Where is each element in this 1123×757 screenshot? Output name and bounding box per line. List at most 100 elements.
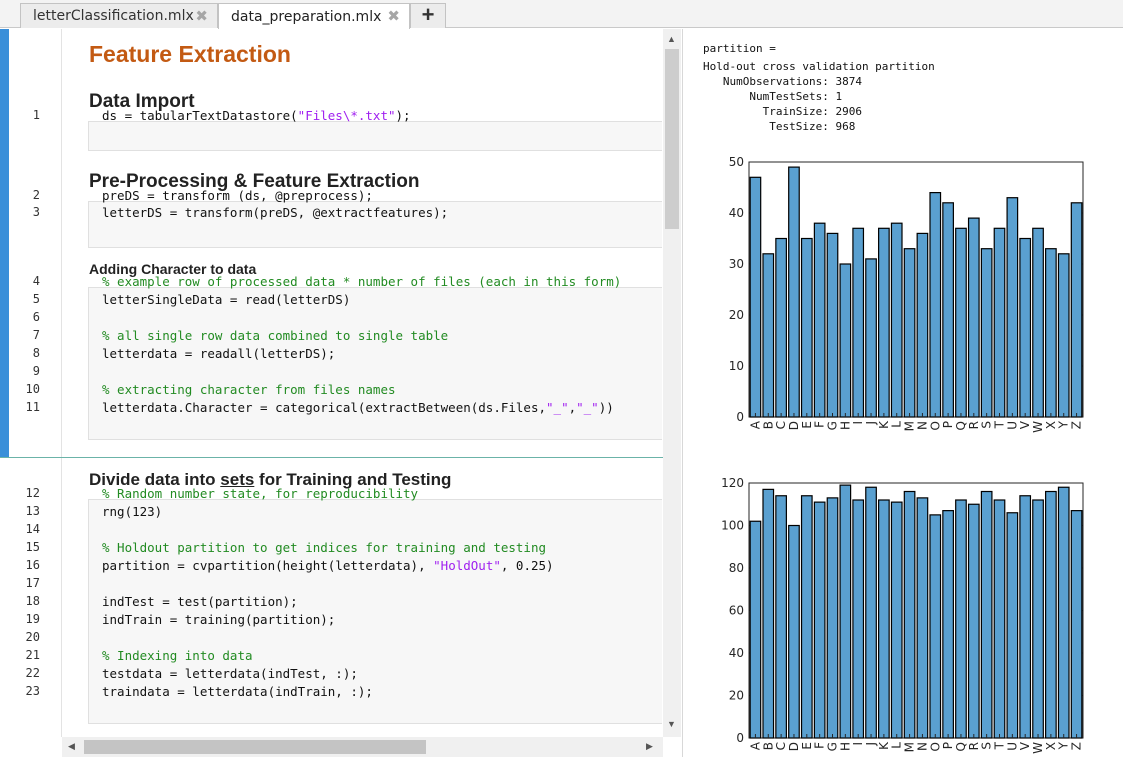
bar: [955, 499, 967, 739]
tab-data-preparation[interactable]: data_preparation.mlx ✖: [218, 3, 410, 29]
line-number: 20: [25, 630, 40, 644]
line-number: 4: [32, 274, 40, 288]
x-tick-label: P: [941, 421, 955, 428]
code-line[interactable]: indTrain = training(partition);: [102, 612, 335, 627]
code-line[interactable]: letterdata.Character = categorical(extra…: [102, 400, 614, 415]
x-tick-label: S: [980, 742, 994, 750]
x-tick-label: C: [774, 421, 788, 429]
x-tick-label: T: [993, 420, 1007, 429]
code-line[interactable]: rng(123): [102, 504, 162, 519]
output-line: Hold-out cross validation partition: [703, 60, 935, 73]
code-line[interactable]: letterdata = readall(letterDS);: [102, 346, 335, 361]
bar-chart-letter-counts-balanced: 0 20 40 60 80 100 120 ABCDEFGHIJKLMNOPQRSTUVWXY…: [721, 476, 1083, 754]
tab-label: letterClassification.mlx: [33, 8, 194, 24]
x-tick-label: U: [1005, 742, 1019, 751]
section-marker[interactable]: [0, 29, 9, 457]
code-line[interactable]: letterSingleData = read(letterDS): [102, 292, 350, 307]
heading-link-sets[interactable]: sets: [220, 470, 255, 489]
bar: [1070, 510, 1083, 739]
y-tick-label: 60: [729, 604, 744, 618]
code-block[interactable]: [88, 287, 662, 440]
bar: [1057, 486, 1070, 739]
line-number: 9: [32, 364, 40, 378]
bar: [800, 237, 813, 418]
horizontal-scrollbar[interactable]: ◀ ▶: [62, 737, 663, 757]
scroll-right-icon[interactable]: ▶: [646, 741, 653, 751]
x-tick-label: Q: [954, 421, 968, 430]
code-line[interactable]: % all single row data combined to single…: [102, 328, 448, 343]
bar: [775, 237, 787, 418]
line-number: 17: [25, 576, 40, 590]
y-tick-label: 40: [729, 206, 744, 220]
bar: [929, 191, 942, 418]
bar: [800, 495, 813, 739]
scroll-up-icon[interactable]: ▲: [667, 34, 676, 44]
y-tick-label: 0: [736, 410, 744, 424]
close-icon[interactable]: ✖: [387, 8, 400, 25]
code-line[interactable]: % Random number state, for reproducibili…: [102, 486, 418, 501]
section-heading-data-import: Data Import: [89, 91, 195, 112]
code-block[interactable]: [88, 201, 662, 248]
x-tick-label: Q: [954, 742, 968, 751]
code-line[interactable]: % Indexing into data: [102, 648, 253, 663]
output-line: TrainSize: 2906: [703, 105, 862, 118]
x-tick-label: J: [864, 421, 878, 426]
live-editor[interactable]: Feature Extraction Data Import Pre-Proce…: [0, 29, 663, 737]
bar: [762, 253, 775, 418]
line-number: 1: [32, 108, 40, 122]
horizontal-scroll-thumb[interactable]: [84, 740, 426, 754]
bar: [878, 227, 890, 418]
code-comment: % Holdout partition to get indices for t…: [102, 540, 547, 555]
scroll-left-icon[interactable]: ◀: [68, 741, 75, 751]
x-tick-label: H: [838, 742, 852, 751]
code-line[interactable]: partition = cvpartition(height(letterdat…: [102, 558, 554, 573]
x-tick-label: A: [748, 741, 762, 750]
bar: [839, 484, 852, 739]
scroll-down-icon[interactable]: ▼: [667, 719, 676, 729]
y-tick-label: 30: [729, 257, 744, 271]
section-heading-adding-character: Adding Character to data: [89, 261, 257, 277]
bar: [1019, 237, 1032, 418]
tab-letterclassification[interactable]: letterClassification.mlx ✖: [20, 3, 218, 28]
bar: [929, 514, 942, 739]
x-tick-label: S: [980, 421, 994, 429]
code-block[interactable]: [88, 499, 662, 724]
code-text: indTrain = training(partition);: [102, 612, 336, 627]
x-tick-label: V: [1018, 741, 1032, 750]
close-icon[interactable]: ✖: [195, 8, 208, 25]
x-tick-label: B: [761, 421, 775, 429]
x-tick-label: U: [1005, 421, 1019, 430]
add-tab-button[interactable]: +: [410, 3, 446, 28]
code-comment: % all single row data combined to single…: [102, 328, 449, 343]
code-text: letterdata.Character = categorical(extra…: [102, 400, 547, 415]
code-line[interactable]: testdata = letterdata(indTest, :);: [102, 666, 358, 681]
y-tick-label: 20: [729, 308, 744, 322]
code-line[interactable]: % extracting character from files names: [102, 382, 396, 397]
code-line[interactable]: % example row of processed data * number…: [102, 274, 621, 289]
code-line[interactable]: letterDS = transform(preDS, @extractfeat…: [102, 205, 448, 220]
code-line[interactable]: ds = tabularTextDatastore("Files\*.txt")…: [102, 108, 411, 123]
vertical-scroll-thumb[interactable]: [665, 49, 679, 229]
bar: [749, 520, 762, 739]
bar: [788, 524, 800, 739]
code-text: rng(123): [102, 504, 163, 519]
vertical-scrollbar[interactable]: ▲ ▼: [663, 29, 681, 737]
bar: [852, 227, 865, 418]
code-string: "HoldOut": [433, 558, 501, 573]
y-tick-label: 20: [729, 689, 744, 703]
code-block[interactable]: [88, 121, 662, 151]
code-line[interactable]: indTest = test(partition);: [102, 594, 298, 609]
bar: [762, 488, 775, 739]
section-heading-preprocessing: Pre-Processing & Feature Extraction: [89, 171, 420, 192]
bar: [942, 202, 954, 418]
bar: [813, 222, 826, 418]
x-tick-label: W: [1031, 742, 1045, 754]
code-comment: % example row of processed data * number…: [102, 274, 622, 289]
x-tick-label: H: [838, 421, 852, 430]
output-line: NumObservations: 3874: [703, 75, 862, 88]
code-line[interactable]: traindata = letterdata(indTrain, :);: [102, 684, 373, 699]
x-tick-label: E: [800, 742, 814, 750]
code-line[interactable]: preDS = transform (ds, @preprocess);: [102, 188, 373, 203]
code-line[interactable]: % Holdout partition to get indices for t…: [102, 540, 546, 555]
